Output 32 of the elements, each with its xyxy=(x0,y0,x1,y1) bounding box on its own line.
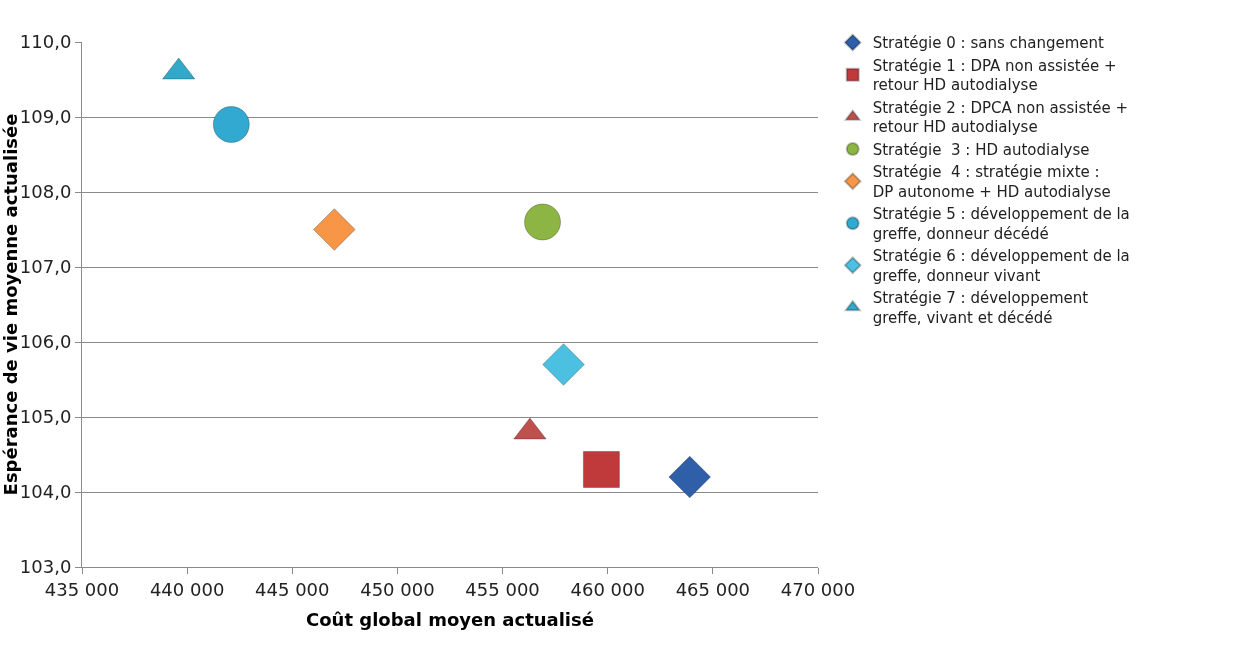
y-tick-label: 103,0 xyxy=(19,556,72,578)
legend-label: Stratégie 5 : développement de la greffe, donneur décédé xyxy=(872,205,1130,243)
point xyxy=(542,343,585,386)
legend-label: Stratégie 2 : DPCA non assistée + retour HD autodialyse xyxy=(872,98,1128,137)
x-tick-label: 445 000 xyxy=(255,578,330,600)
y-tick-label: 109,0 xyxy=(19,106,72,128)
x-tick-label: 465 000 xyxy=(675,578,751,600)
legend-label: Stratégie 3 : HD autodialyse xyxy=(872,140,1090,159)
x-axis-title: Coût global moyen actualisé xyxy=(306,608,594,630)
y-axis-title: Espérance de vie moyenne actualisée xyxy=(0,113,21,496)
legend-label: Stratégie 6 : développement de la greffe, donneur vivant xyxy=(872,247,1130,285)
x-tick-label: 460 000 xyxy=(570,578,645,600)
point xyxy=(524,203,562,241)
y-tick-label: 106,0 xyxy=(19,331,72,353)
x-tick-label: 450 000 xyxy=(360,578,435,600)
point xyxy=(313,208,356,251)
point xyxy=(212,106,250,143)
y-tick-label: 105,0 xyxy=(19,406,72,428)
point xyxy=(668,455,712,499)
x-tick-label: 470 000 xyxy=(780,578,856,600)
y-tick-label: 104,0 xyxy=(19,481,72,503)
legend-label: Stratégie 4 : stratégie mixte : DP autonome + HD autodialyse xyxy=(872,163,1111,201)
y-tick-label: 108,0 xyxy=(19,181,72,203)
x-tick-label: 455 000 xyxy=(465,578,540,600)
x-tick-label: 440 000 xyxy=(149,578,225,600)
point xyxy=(582,451,620,488)
y-tick-label: 107,0 xyxy=(19,256,72,278)
legend-label: Stratégie 1 : DPA non assistée + retour HD autodialyse xyxy=(872,56,1117,95)
legend-label: Stratégie 0 : sans changement xyxy=(872,34,1105,53)
x-tick-label: 435 000 xyxy=(44,578,120,600)
legend-label: Stratégie 7 : développement greffe, vivant et décédé xyxy=(872,289,1089,327)
y-tick-label: 110,0 xyxy=(19,31,72,53)
